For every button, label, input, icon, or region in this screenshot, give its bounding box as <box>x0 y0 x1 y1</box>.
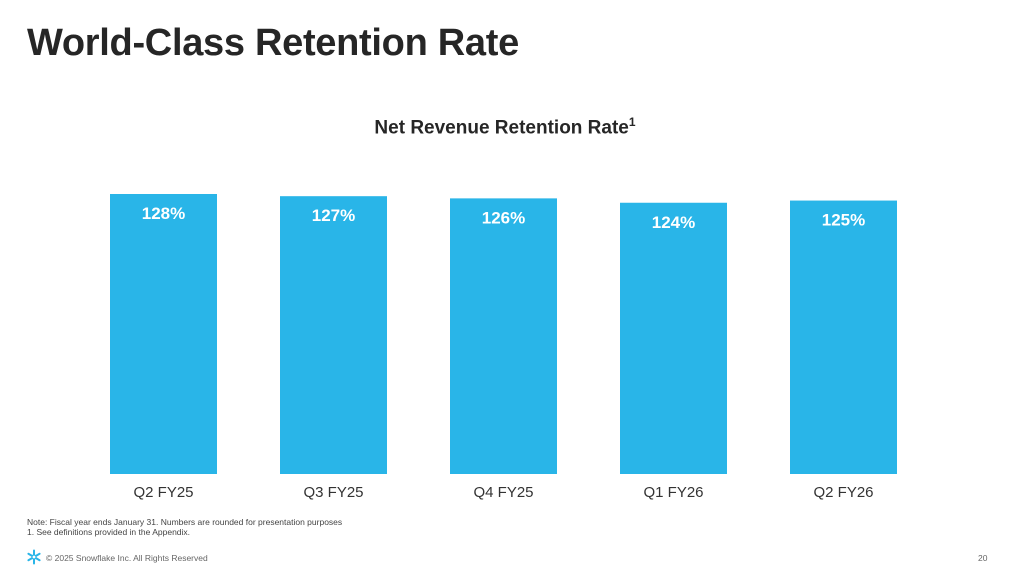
data-label: 124% <box>652 213 695 232</box>
data-label: 127% <box>312 206 355 225</box>
bar-q1-fy26 <box>620 202 727 474</box>
bar-q2-fy25 <box>110 194 217 474</box>
fiscal-year-note: Note: Fiscal year ends January 31. Numbe… <box>27 517 343 527</box>
data-label: 125% <box>822 211 865 230</box>
category-label: Q3 FY25 <box>303 484 363 501</box>
data-label: 126% <box>482 208 525 227</box>
page-number: 20 <box>978 553 988 563</box>
appendix-footnote: 1. See definitions provided in the Appen… <box>27 527 191 537</box>
category-label: Q4 FY25 <box>473 484 533 501</box>
slide-title: World-Class Retention Rate <box>27 22 519 64</box>
category-label: Q2 FY26 <box>813 484 873 501</box>
snowflake-logo-icon <box>27 549 41 565</box>
bar-q3-fy25 <box>280 196 387 474</box>
chart-title-footnote-marker: 1 <box>628 115 636 129</box>
bar-q2-fy26 <box>790 200 897 474</box>
data-label: 128% <box>142 204 185 223</box>
category-label: Q2 FY25 <box>133 484 193 501</box>
notes: Note: Fiscal year ends January 31. Numbe… <box>27 517 342 537</box>
category-label: Q1 FY26 <box>643 484 703 501</box>
copyright-text: © 2025 Snowflake Inc. All Rights Reserve… <box>46 553 208 563</box>
bar-q4-fy25 <box>450 198 557 474</box>
chart-title: Net Revenue Retention Rate1 <box>0 115 1010 139</box>
chart-title-text: Net Revenue Retention Rate <box>374 117 629 139</box>
